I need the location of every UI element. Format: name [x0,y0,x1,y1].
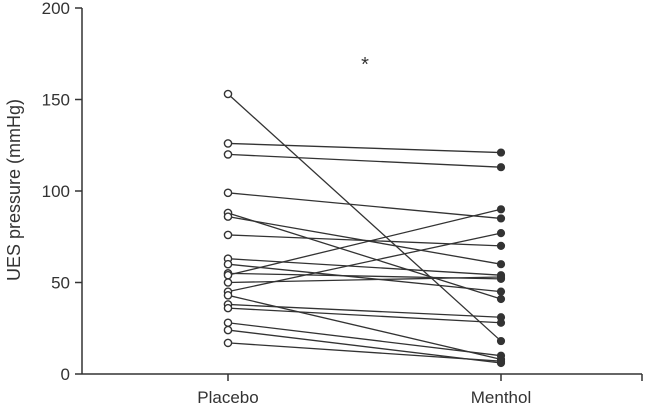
placebo-point [223,338,233,348]
menthol-point [496,357,506,366]
placebo-point [223,139,233,148]
placebo-point [223,318,233,328]
menthol-point [496,241,506,250]
placebo-point [223,212,233,221]
series-line [227,322,502,357]
placebo-point [223,89,233,99]
placebo-point [223,259,233,269]
series-line [227,234,502,247]
axes: 0 50 100 150 200 Placebo Menthol [42,0,643,407]
significance-annotation: * [361,54,369,76]
series-line [227,142,502,154]
series-line [227,263,502,293]
y-tick-label: 200 [42,0,70,18]
menthol-point [496,228,506,238]
placebo-point [223,270,233,280]
y-tick-label: 150 [42,91,70,110]
menthol-point [496,148,506,157]
placebo-point [223,291,233,300]
series-line [227,232,502,293]
menthol-point [496,318,506,327]
placebo-point [223,188,233,198]
series-line [227,303,502,318]
series-line [227,342,502,362]
y-tick-label: 100 [42,182,70,201]
series-line [227,307,502,324]
series-line [227,258,502,276]
placebo-point [223,303,233,313]
menthol-point [496,336,506,346]
placebo-point [223,230,233,240]
placebo-point [223,278,233,287]
placebo-point [223,325,233,335]
y-tick-label: 0 [61,365,70,384]
y-axis-label: UES pressure (mmHg) [4,99,24,281]
labels: UES pressure (mmHg) * [4,54,369,281]
menthol-point [496,205,506,214]
menthol-point [496,163,506,172]
y-tick-label: 50 [51,274,70,293]
menthol-point [496,272,506,282]
menthol-point [496,260,506,269]
x-tick-label-menthol: Menthol [471,388,531,407]
series-line [227,212,502,300]
x-tick-label-placebo: Placebo [197,388,258,407]
series-line [227,153,502,168]
menthol-point [496,287,506,296]
series-line [227,93,502,342]
series-line [227,208,502,276]
menthol-point [496,294,506,304]
menthol-point [496,214,506,223]
series-line [227,192,502,220]
placebo-point [223,150,233,159]
series-lines [227,93,502,364]
series-markers [223,89,506,368]
